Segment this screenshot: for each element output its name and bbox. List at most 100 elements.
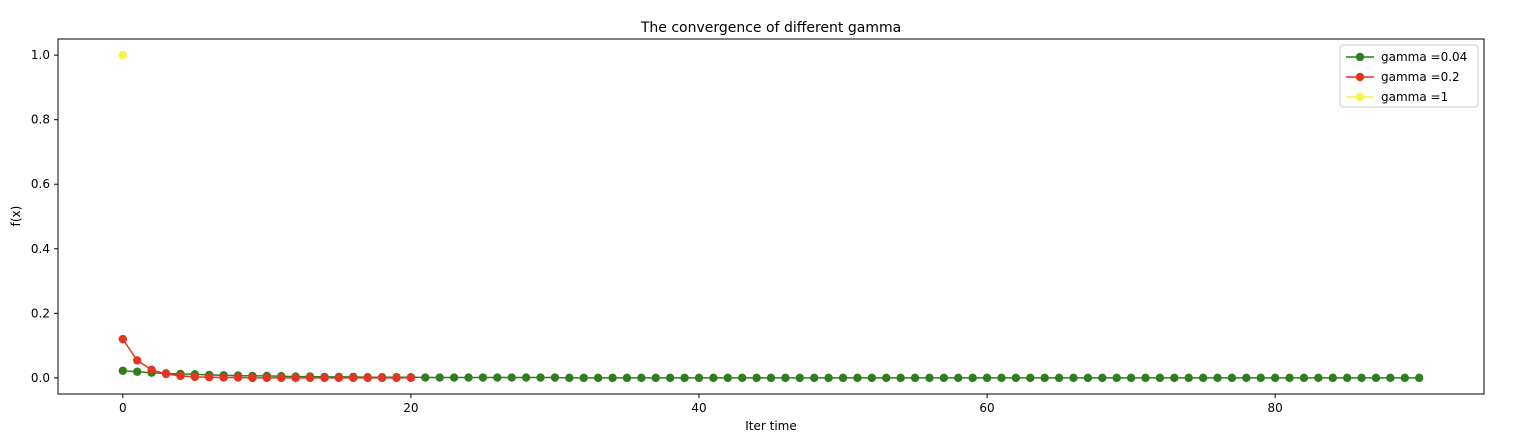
- data-point: [910, 373, 920, 383]
- data-point: [435, 373, 444, 382]
- data-point: [723, 373, 732, 383]
- data-point: [737, 373, 747, 383]
- data-point: [997, 373, 1006, 383]
- data-point: [795, 373, 805, 383]
- legend-label: gamma =0.04: [1381, 50, 1467, 64]
- data-point: [1285, 373, 1294, 383]
- data-point: [1400, 373, 1409, 383]
- y-axis-label: f(x): [9, 206, 23, 227]
- data-point: [1069, 373, 1078, 383]
- data-point: [1126, 373, 1136, 383]
- data-point: [176, 371, 185, 381]
- data-point: [709, 373, 718, 383]
- data-point: [651, 373, 660, 383]
- data-point: [1227, 373, 1237, 383]
- data-point: [1155, 373, 1165, 383]
- series-1: [118, 334, 416, 383]
- data-point: [1026, 373, 1035, 383]
- data-point: [421, 373, 430, 382]
- data-point: [1141, 373, 1150, 383]
- x-tick-label: 40: [691, 401, 706, 415]
- data-point: [377, 373, 387, 383]
- data-point: [248, 373, 257, 383]
- data-point: [262, 373, 272, 383]
- x-tick-label: 60: [979, 401, 994, 415]
- data-point: [593, 373, 603, 383]
- legend-label: gamma =0.2: [1381, 70, 1460, 84]
- data-point: [118, 50, 128, 60]
- data-point: [1371, 373, 1381, 383]
- data-point: [305, 373, 315, 383]
- data-point: [1054, 373, 1064, 383]
- data-point: [118, 366, 128, 375]
- data-point: [1083, 373, 1093, 383]
- data-point: [853, 373, 862, 383]
- data-point: [536, 373, 545, 382]
- data-point: [1342, 373, 1352, 383]
- legend-marker: [1355, 92, 1365, 102]
- data-point: [1256, 373, 1265, 383]
- data-point: [680, 373, 689, 383]
- x-tick-label: 0: [119, 401, 127, 415]
- data-point: [752, 373, 761, 383]
- data-point: [939, 373, 949, 383]
- data-point: [277, 373, 286, 383]
- data-point: [291, 373, 300, 383]
- data-point: [882, 373, 891, 383]
- data-point: [147, 365, 156, 374]
- data-point: [205, 373, 214, 382]
- data-point: [233, 373, 243, 382]
- data-point: [118, 334, 128, 344]
- legend-box: [1339, 44, 1479, 108]
- data-point: [1098, 373, 1107, 383]
- data-point: [925, 373, 934, 383]
- legend-marker: [1355, 72, 1365, 82]
- data-point: [392, 373, 401, 383]
- data-point: [464, 373, 473, 382]
- data-point: [968, 373, 977, 383]
- y-tick-label: 0.4: [31, 242, 50, 256]
- data-point: [766, 373, 776, 383]
- y-tick-label: 0.8: [31, 113, 50, 127]
- data-point: [565, 373, 574, 383]
- data-point: [349, 373, 358, 383]
- data-point: [665, 373, 675, 383]
- data-point: [1314, 373, 1323, 383]
- data-point: [406, 373, 416, 383]
- data-point: [838, 373, 848, 383]
- data-point: [1299, 373, 1309, 383]
- data-point: [781, 373, 790, 383]
- data-point: [493, 373, 502, 382]
- data-point: [867, 373, 877, 383]
- data-point: [694, 373, 704, 383]
- data-point: [896, 373, 905, 383]
- y-tick-label: 0.0: [31, 371, 50, 385]
- legend-label: gamma =1: [1381, 90, 1448, 104]
- data-point: [579, 373, 588, 383]
- data-point: [1011, 373, 1021, 383]
- data-point: [550, 373, 560, 382]
- data-point: [334, 373, 344, 383]
- data-point: [1170, 373, 1179, 383]
- legend: gamma =0.04 gamma =0.2 gamma =1: [1339, 44, 1479, 108]
- series-0: [118, 366, 1424, 383]
- data-point: [219, 373, 228, 382]
- data-point: [954, 373, 963, 383]
- data-point: [1198, 373, 1208, 383]
- data-point: [161, 369, 171, 379]
- x-axis-label: Iter time: [745, 419, 797, 433]
- data-point: [637, 373, 646, 383]
- data-point: [449, 373, 459, 382]
- data-point: [320, 373, 329, 383]
- data-point: [1328, 373, 1337, 383]
- data-point: [190, 372, 200, 382]
- data-point: [1242, 373, 1251, 383]
- data-point: [1414, 373, 1424, 383]
- data-point: [1357, 373, 1366, 383]
- data-point: [133, 367, 142, 376]
- data-point: [622, 373, 632, 383]
- data-point: [1386, 373, 1395, 383]
- x-tick-label: 20: [403, 401, 418, 415]
- data-point: [363, 373, 372, 383]
